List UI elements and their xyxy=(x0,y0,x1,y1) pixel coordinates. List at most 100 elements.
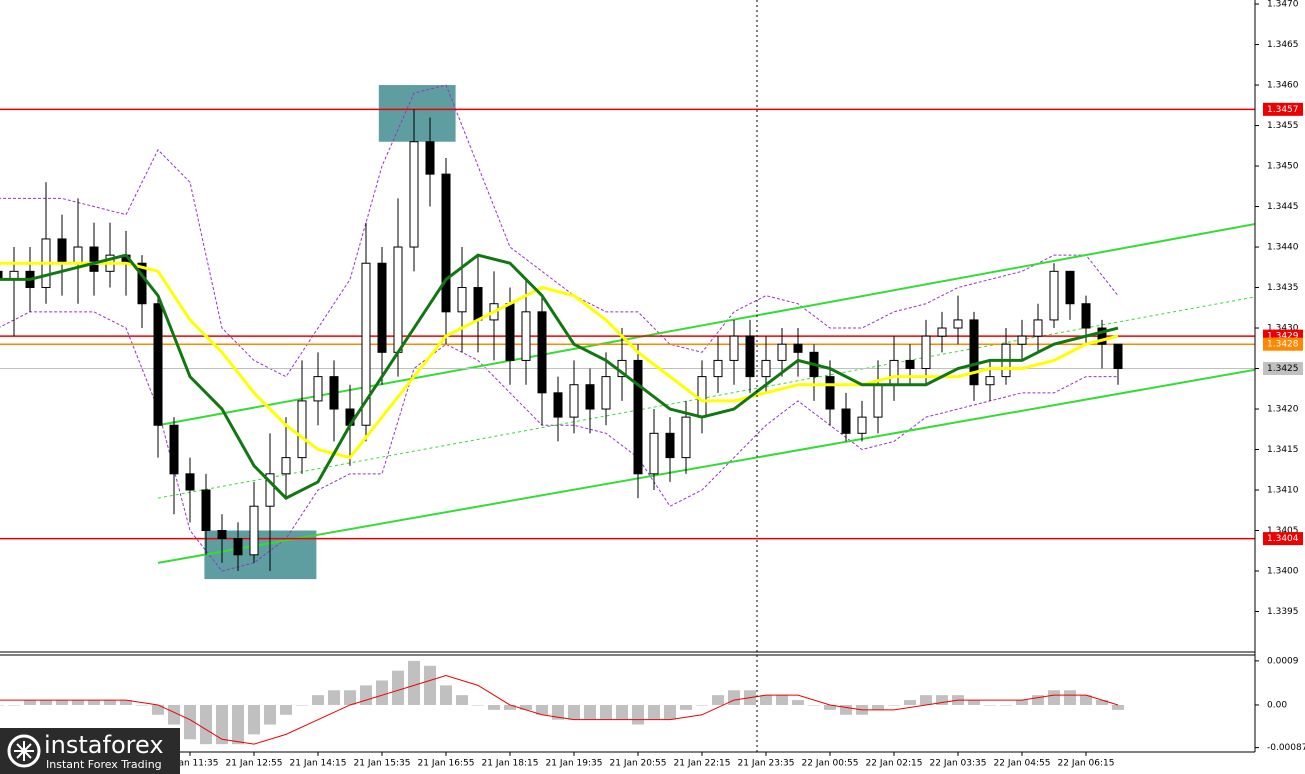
logo-name: instaforex xyxy=(44,731,164,759)
candle-body xyxy=(281,457,291,475)
macd-bar xyxy=(424,665,436,705)
candle-body xyxy=(585,384,595,410)
candle-body xyxy=(1049,270,1059,321)
candle-body xyxy=(153,303,163,426)
candle-body xyxy=(1017,335,1027,345)
macd-bar xyxy=(0,704,4,706)
candle-body xyxy=(537,311,547,394)
candle-body xyxy=(921,335,931,370)
x-tick-label: 21 Jan 20:55 xyxy=(610,759,667,769)
macd-bar xyxy=(568,704,580,720)
macd-bar xyxy=(248,704,260,735)
macd-bar xyxy=(520,704,532,710)
macd-bar xyxy=(1048,690,1060,705)
macd-bar xyxy=(40,700,52,705)
macd-bar xyxy=(552,704,564,720)
macd-bar xyxy=(616,704,628,720)
candle-body xyxy=(505,303,515,361)
macd-bar xyxy=(792,700,804,705)
price-label-box xyxy=(1263,532,1303,546)
macd-bar xyxy=(392,670,404,705)
candle-body xyxy=(297,400,307,459)
x-tick-label: 22 Jan 04:55 xyxy=(994,759,1051,769)
candle-body xyxy=(729,335,739,361)
price-label: 1.3428 xyxy=(1267,340,1299,350)
candle-body xyxy=(969,319,979,386)
price-label: 1.3457 xyxy=(1267,105,1299,115)
x-tick-label: 21 Jan 11:35 xyxy=(162,759,219,769)
candle-body xyxy=(633,359,643,475)
x-tick-label: 21 Jan 12:55 xyxy=(226,759,283,769)
x-tick-label: 22 Jan 00:55 xyxy=(802,759,859,769)
macd-bar xyxy=(488,704,500,710)
macd-bar xyxy=(680,704,692,710)
candle-body xyxy=(697,376,707,418)
candle-body xyxy=(313,376,323,402)
y-tick-label: 1.3405 xyxy=(1267,526,1299,536)
macd-bar xyxy=(360,685,372,705)
macd-bar xyxy=(152,704,164,715)
envelope-line xyxy=(0,84,1119,378)
macd-bar xyxy=(584,704,596,720)
macd-bar xyxy=(472,704,484,706)
macd-bar xyxy=(56,700,68,705)
candle-body xyxy=(521,311,531,361)
macd-bar xyxy=(776,695,788,705)
candle-body xyxy=(457,287,467,313)
candle-body xyxy=(441,173,451,313)
candle-body xyxy=(169,424,179,475)
candle-body xyxy=(1081,303,1091,329)
candle-body xyxy=(553,392,563,418)
macd-bar xyxy=(1016,700,1028,705)
macd-bar xyxy=(824,704,836,710)
macd-bar xyxy=(8,704,20,706)
price-pane xyxy=(0,84,1255,580)
x-tick-label: 21 Jan 14:15 xyxy=(290,759,347,769)
macd-bar xyxy=(728,690,740,705)
macd-bar xyxy=(504,704,516,710)
price-label: 1.3404 xyxy=(1267,534,1299,544)
candle-body xyxy=(825,376,835,410)
logo-icon xyxy=(7,734,41,768)
candle-body xyxy=(1065,270,1075,305)
candle-body xyxy=(185,473,195,491)
x-tick-label: 21 Jan 15:35 xyxy=(354,759,411,769)
y-tick-label: 1.3465 xyxy=(1267,40,1299,50)
y-tick-label: 1.3415 xyxy=(1267,445,1299,455)
macd-bar xyxy=(712,695,724,705)
candle-body xyxy=(857,416,867,434)
candle-body xyxy=(89,246,99,272)
candle-body xyxy=(745,335,755,378)
candle-body xyxy=(873,384,883,418)
macd-bar xyxy=(120,700,132,705)
y-tick-label: 1.3395 xyxy=(1267,607,1299,617)
macd-bar xyxy=(808,704,820,706)
macd-bar xyxy=(456,695,468,705)
macd-bar xyxy=(936,695,948,705)
candle-body xyxy=(905,359,915,370)
macd-bar xyxy=(648,704,660,720)
y-tick-label: 1.3435 xyxy=(1267,283,1299,293)
x-tick-label: 22 Jan 02:15 xyxy=(866,759,923,769)
logo-tagline: Instant Forex Trading xyxy=(46,758,162,771)
macd-bar xyxy=(872,704,884,710)
candle-body xyxy=(361,262,371,426)
candle-body xyxy=(0,270,3,280)
x-tick-label: 22 Jan 06:15 xyxy=(1058,759,1115,769)
y-tick-label: 1.3440 xyxy=(1267,243,1299,253)
candle-body xyxy=(217,530,227,540)
logo: instaforex Instant Forex Trading xyxy=(0,728,180,774)
candle-body xyxy=(841,408,851,434)
y-tick-label: 1.3420 xyxy=(1267,405,1299,415)
candle-body xyxy=(1113,343,1123,370)
price-label: 1.3429 xyxy=(1267,332,1299,342)
macd-bar xyxy=(840,704,852,715)
macd-bar xyxy=(440,685,452,705)
macd-bar xyxy=(168,704,180,725)
y-tick-label: 0.00 xyxy=(1267,700,1287,710)
price-label-box xyxy=(1263,337,1303,351)
x-tick-label: 21 Jan 23:35 xyxy=(738,759,795,769)
price-label: 1.3425 xyxy=(1267,364,1299,374)
macd-bar xyxy=(696,704,708,706)
